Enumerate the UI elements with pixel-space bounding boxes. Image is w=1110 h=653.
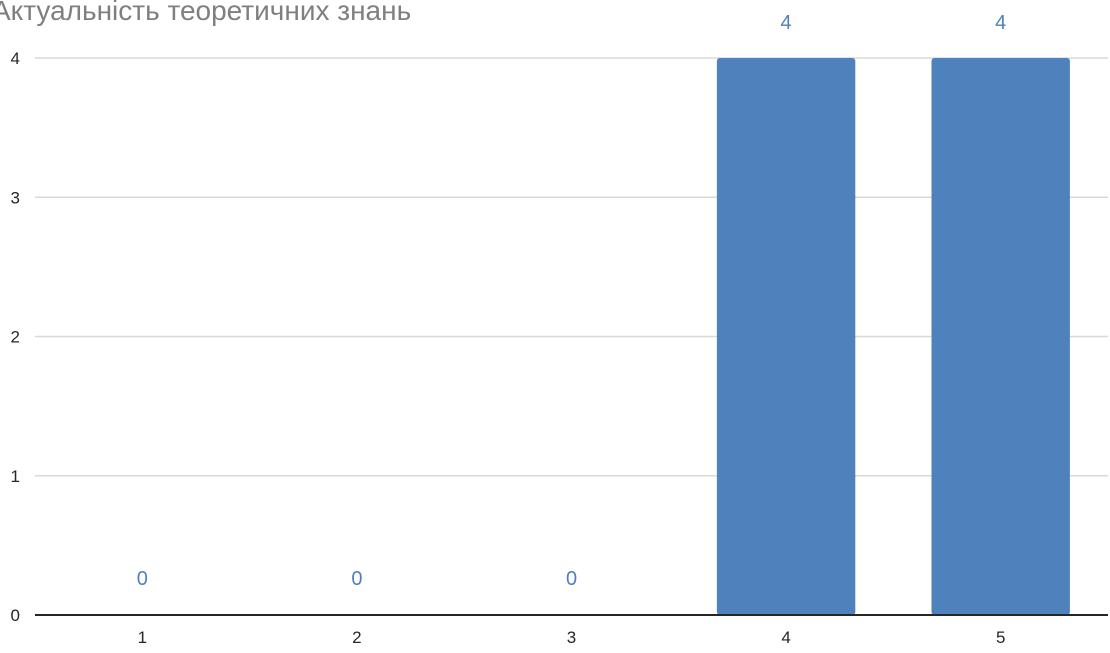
x-tick-label: 4 [781, 628, 790, 647]
bar [931, 58, 1070, 615]
bar [716, 58, 856, 615]
x-axis-ticks: 1 2 3 4 5 [138, 628, 1006, 647]
data-label: 0 [351, 568, 362, 590]
y-axis-ticks: 0 1 2 3 4 [11, 49, 20, 625]
y-tick-label: 2 [11, 328, 20, 347]
gridlines [35, 57, 1108, 477]
x-tick-label: 2 [352, 628, 361, 647]
data-label: 4 [995, 12, 1006, 34]
data-label: 0 [566, 568, 577, 590]
data-labels: 0 0 0 4 4 [137, 12, 1007, 590]
y-tick-label: 1 [11, 467, 20, 486]
data-label: 4 [781, 12, 792, 34]
data-label: 0 [137, 568, 148, 590]
y-tick-label: 3 [11, 188, 20, 207]
x-tick-label: 3 [567, 628, 576, 647]
y-tick-label: 4 [11, 49, 20, 68]
x-tick-label: 5 [996, 628, 1005, 647]
bars [716, 58, 1070, 615]
chart-title: Актуальність теоретичних знань [0, 0, 411, 26]
y-tick-label: 0 [11, 606, 20, 625]
x-tick-label: 1 [138, 628, 147, 647]
